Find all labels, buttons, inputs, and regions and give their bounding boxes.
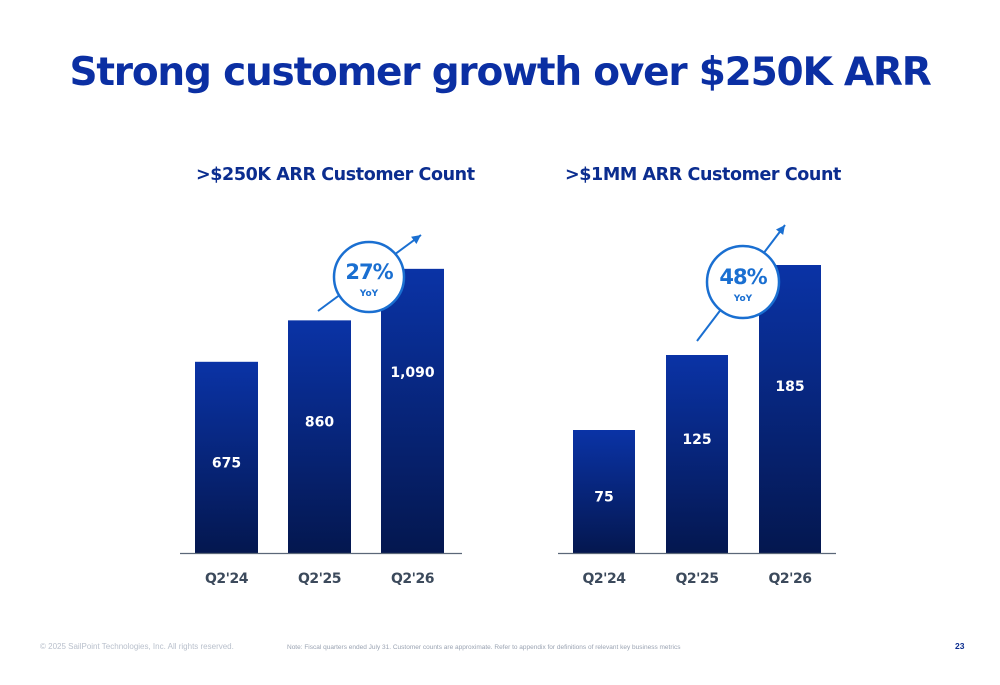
category-tick-label: Q2'24 — [205, 571, 249, 587]
page-title: Strong customer growth over $250K ARR — [69, 50, 931, 95]
footer-copyright: © 2025 SailPoint Technologies, Inc. All … — [40, 642, 234, 651]
bar-q224 — [573, 430, 635, 553]
bar-value-label: 185 — [775, 379, 804, 395]
bar-value-label: 125 — [682, 432, 711, 448]
arrow-head-icon — [411, 235, 421, 244]
yoy-growth-value: 48% — [719, 265, 767, 289]
bar-q226 — [381, 268, 444, 553]
yoy-badge-circle — [705, 244, 781, 320]
bar-value-label: 1,090 — [390, 365, 435, 381]
bar-value-label: 860 — [305, 415, 334, 431]
bar-q225 — [666, 355, 728, 553]
bar-q225 — [288, 320, 351, 553]
page-number: 23 — [955, 641, 965, 651]
category-tick-label: Q2'24 — [583, 571, 627, 587]
bar-value-label: 675 — [212, 455, 241, 471]
bar-value-label: 75 — [594, 490, 613, 506]
bar-q224 — [195, 361, 258, 553]
footer-note: Note: Fiscal quarters ended July 31. Cus… — [287, 644, 681, 651]
category-tick-label: Q2'26 — [391, 571, 434, 587]
chart-title-1mm: >$1MM ARR Customer Count — [565, 165, 842, 185]
category-tick-label: Q2'25 — [298, 571, 341, 587]
category-tick-label: Q2'26 — [769, 571, 812, 587]
bar-q226 — [759, 265, 821, 553]
yoy-label: YoY — [359, 289, 379, 299]
chart-250k: 675 Q2'24 860 Q2'25 1,090 Q2'26 27% YoY — [180, 234, 462, 587]
yoy-label: YoY — [733, 294, 753, 304]
arrow-head-icon — [775, 225, 785, 235]
chart-1mm: 75 Q2'24 125 Q2'25 185 Q2'26 48% YoY — [558, 224, 836, 587]
chart-title-250k: >$250K ARR Customer Count — [196, 165, 475, 185]
yoy-badge-circle — [332, 240, 406, 314]
category-tick-label: Q2'25 — [676, 571, 719, 587]
yoy-growth-value: 27% — [345, 260, 393, 284]
